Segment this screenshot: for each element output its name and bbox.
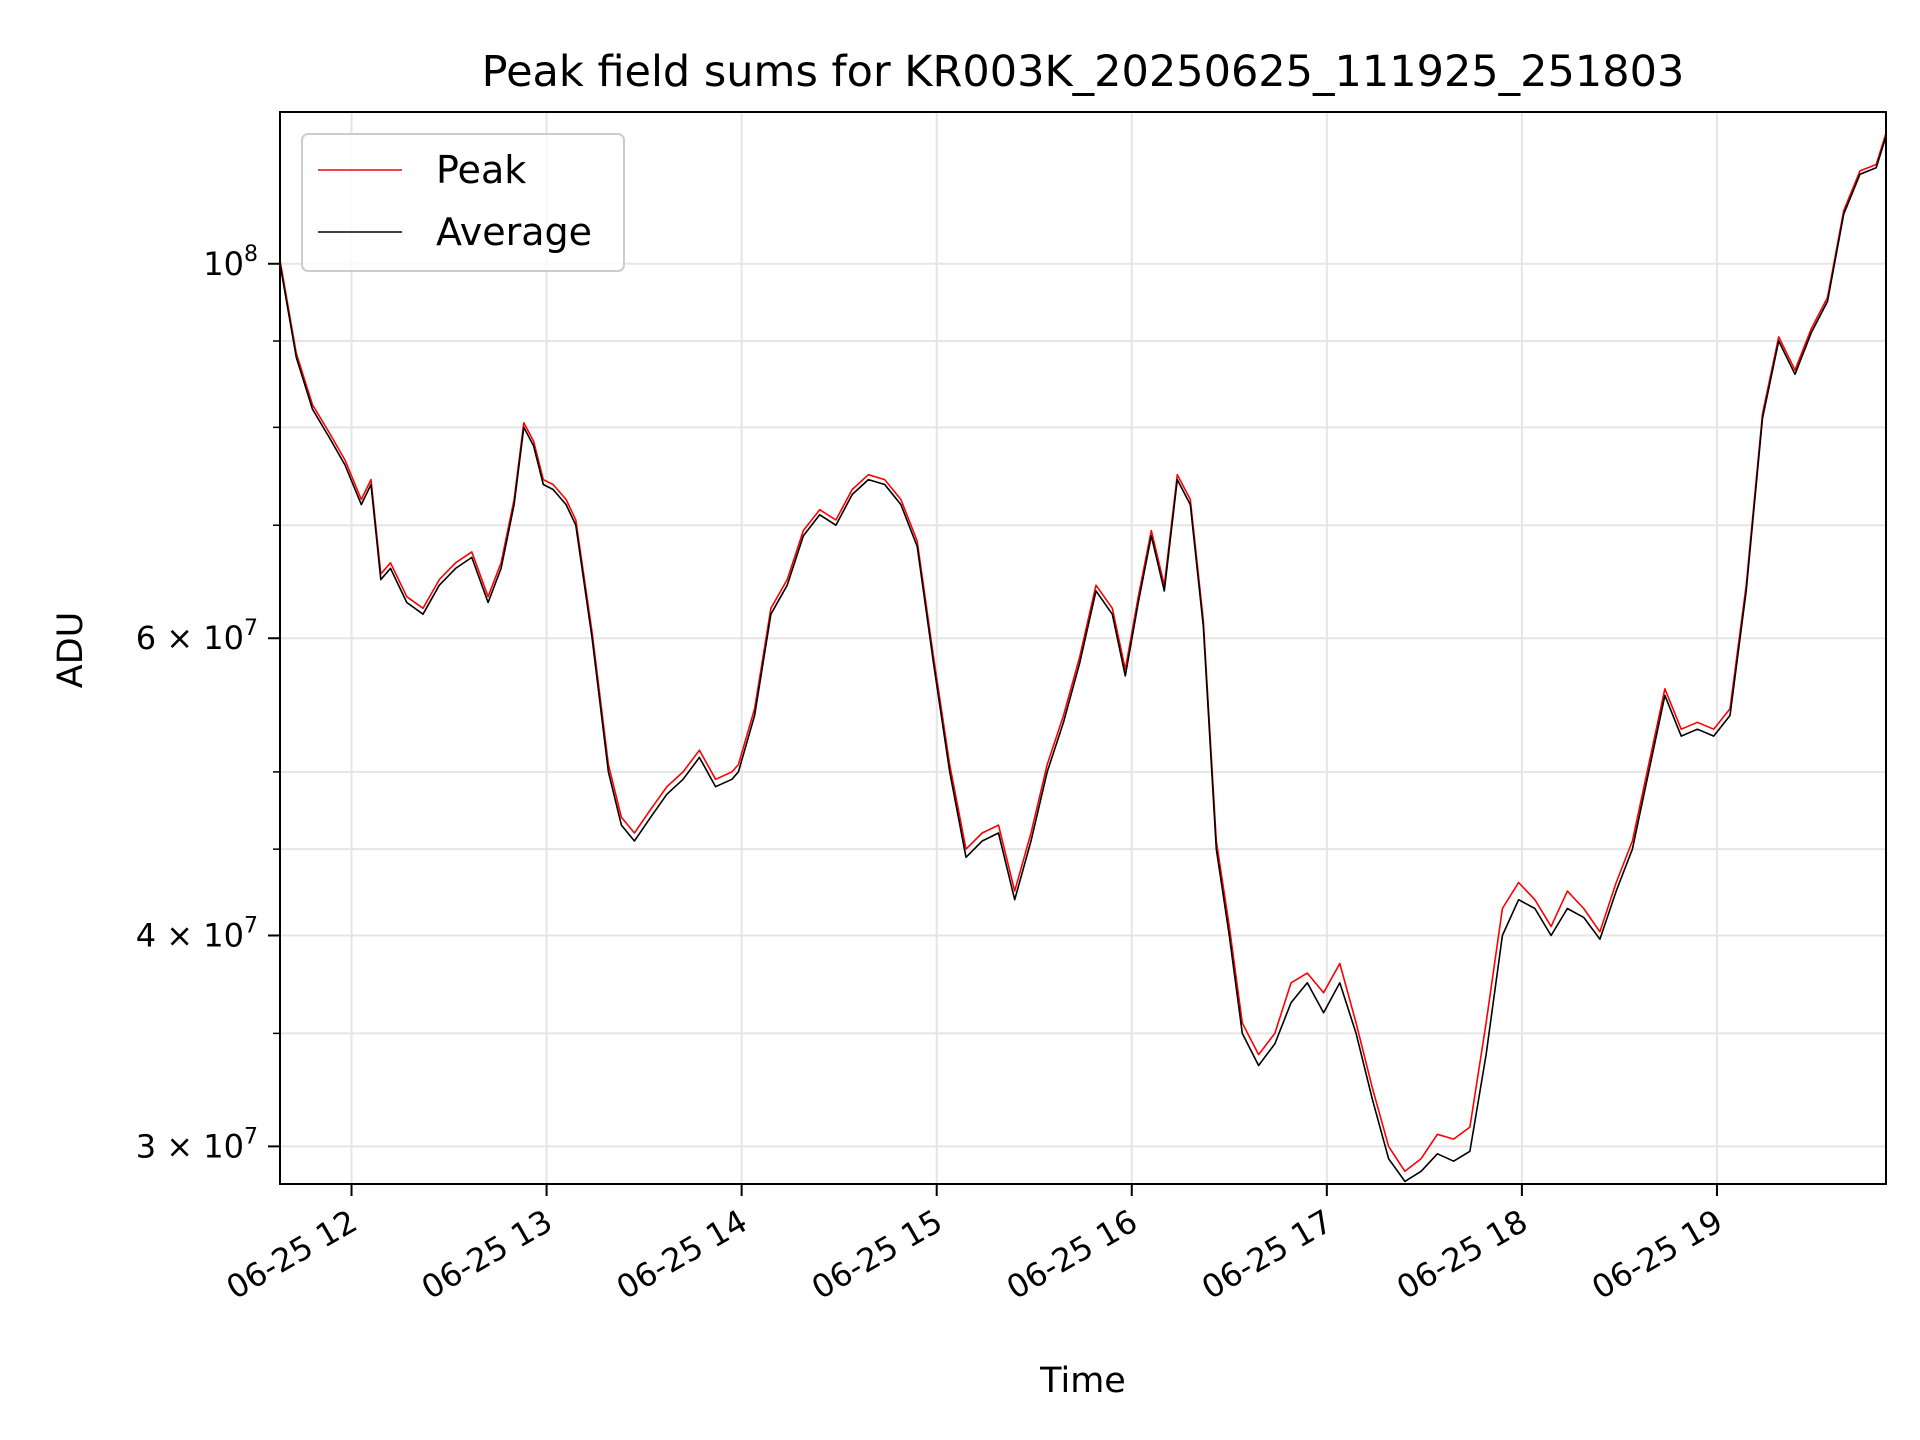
y-tick-label: 3 × 107	[136, 1124, 258, 1165]
legend-label-average: Average	[436, 210, 592, 254]
legend-box	[301, 133, 625, 272]
y-tick-exponent: 7	[244, 616, 258, 641]
y-tick-label: 6 × 107	[136, 616, 258, 657]
y-tick-exponent: 7	[244, 1124, 258, 1149]
y-tick-mantissa: 6 × 10	[136, 619, 244, 657]
legend: Peak Average	[301, 133, 625, 272]
y-tick-mantissa: 3 × 10	[136, 1127, 244, 1165]
plot-frame	[279, 111, 1887, 1185]
chart-title: Peak field sums for KR003K_20250625_1119…	[482, 47, 1685, 97]
plot-lines	[279, 132, 1887, 1183]
series-line-average	[279, 135, 1887, 1183]
grid	[280, 112, 1886, 1184]
y-tick-label: 108	[203, 242, 258, 283]
y-tick-label: 4 × 107	[136, 913, 258, 954]
series-line-peak	[279, 132, 1887, 1173]
y-tick-exponent: 7	[244, 913, 258, 938]
y-tick-mantissa: 4 × 10	[136, 916, 244, 954]
y-tick-exponent: 8	[244, 242, 258, 267]
y-tick-mantissa: 10	[203, 245, 244, 283]
y-axis-title: ADU	[51, 612, 91, 689]
legend-label-peak: Peak	[436, 148, 526, 192]
x-axis-title: Time	[1039, 1361, 1126, 1401]
